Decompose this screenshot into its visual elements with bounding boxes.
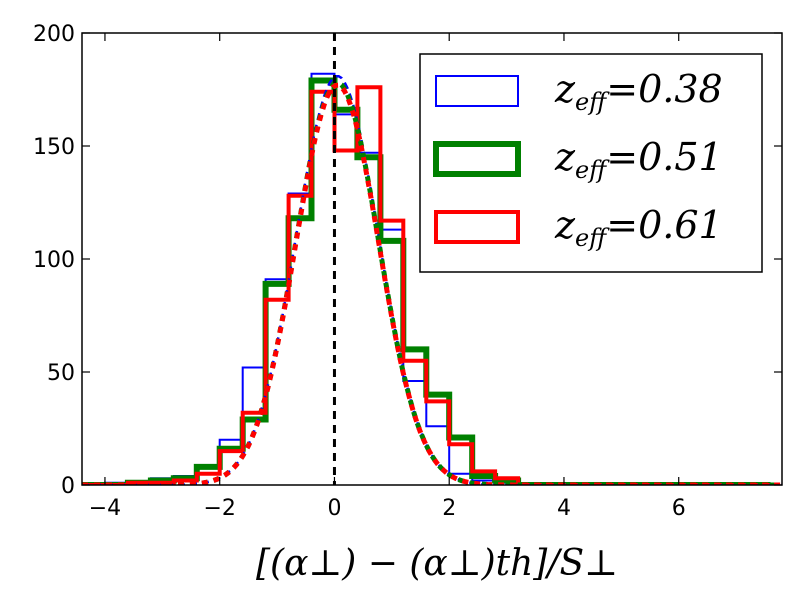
x-tick-label: −2 (203, 496, 235, 521)
x-tick-label: 4 (557, 496, 571, 521)
x-axis-label: [(α⊥) − (α⊥)th]/S⊥ (256, 543, 618, 584)
legend-swatch-2 (433, 141, 521, 177)
legend-frame (419, 53, 763, 273)
legend-swatch-3 (434, 210, 520, 244)
fit-curve-series-1 (82, 74, 782, 485)
legend-label-2: zeff=0.51 (554, 135, 723, 184)
fit-curves (82, 74, 782, 485)
y-tick-label: 200 (33, 22, 75, 47)
legend-label-1: zeff=0.38 (554, 67, 723, 116)
y-tick-label: 0 (61, 474, 75, 499)
histogram-bars (82, 72, 771, 485)
legend: zeff=0.38 zeff=0.51 zeff=0.61 (419, 53, 763, 273)
axis-ticks: −4 −2 0 2 4 6 0 50 100 150 200 (33, 22, 782, 521)
legend-swatch-1 (435, 75, 519, 107)
legend-label-3: zeff=0.61 (554, 203, 723, 252)
y-tick-label: 50 (47, 361, 75, 386)
x-tick-label: 6 (672, 496, 686, 521)
histogram-series-3 (82, 85, 771, 485)
x-tick-label: 2 (442, 496, 456, 521)
x-tick-label: −4 (89, 496, 121, 521)
y-tick-label: 150 (33, 135, 75, 160)
y-tick-label: 100 (33, 248, 75, 273)
x-tick-label: 0 (327, 496, 341, 521)
